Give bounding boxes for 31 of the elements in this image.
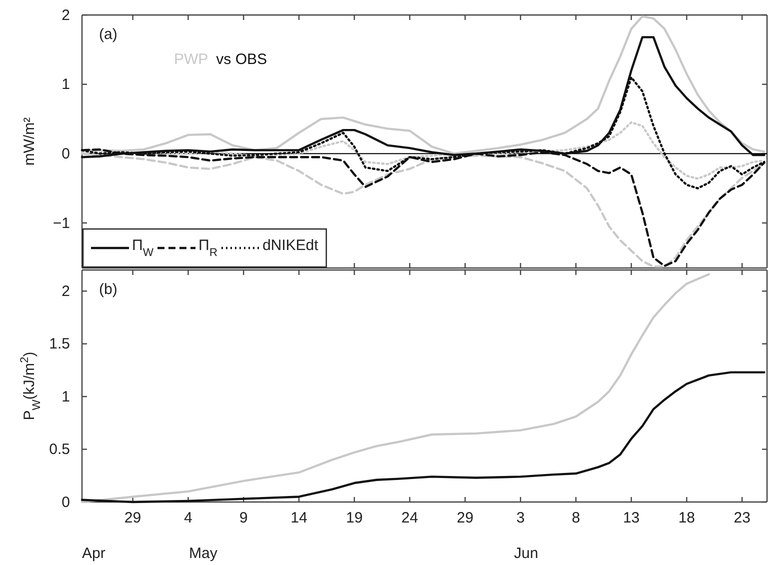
- x-tick-label: 23: [734, 510, 750, 527]
- y-tick-label: 0: [62, 145, 70, 162]
- text: Apr: [82, 545, 106, 562]
- annotation: vs OBS: [216, 51, 268, 68]
- y-tick-label: 0: [62, 494, 70, 511]
- x-tick-label: 18: [678, 510, 696, 527]
- y-tick-label: 2: [62, 6, 70, 24]
- x-tick-label: 4: [184, 510, 192, 527]
- y-axis-title: mW/m²: [21, 117, 38, 166]
- legend-label: dNIKEdt: [262, 237, 320, 254]
- text: Jun: [514, 545, 538, 562]
- x-tick-label: 9: [239, 510, 248, 527]
- y-tick-label: 1: [62, 388, 70, 406]
- annotation: (b): [99, 281, 118, 298]
- y-tick-label: 1: [62, 76, 70, 94]
- x-tick-label: 29: [456, 510, 474, 527]
- legend-label: Π$_{W}$: [132, 237, 154, 259]
- y-tick-label: −1: [52, 214, 70, 232]
- y-tick-label: 2: [62, 282, 70, 300]
- y-tick-label: 0.5: [49, 441, 70, 458]
- text: May: [189, 545, 218, 562]
- x-tick-label: 14: [290, 510, 308, 527]
- y-tick-label: 1.5: [49, 336, 70, 353]
- x-tick-label: 19: [346, 510, 363, 527]
- x-tick-label: 29: [124, 510, 142, 527]
- legend-label: Π$_{R}$: [198, 237, 218, 259]
- x-tick-label: 24: [401, 510, 418, 527]
- x-tick-label: 8: [572, 510, 580, 527]
- x-tick-label: 13: [622, 510, 640, 527]
- annotation: (a): [99, 26, 118, 43]
- x-tick-label: 3: [516, 510, 525, 527]
